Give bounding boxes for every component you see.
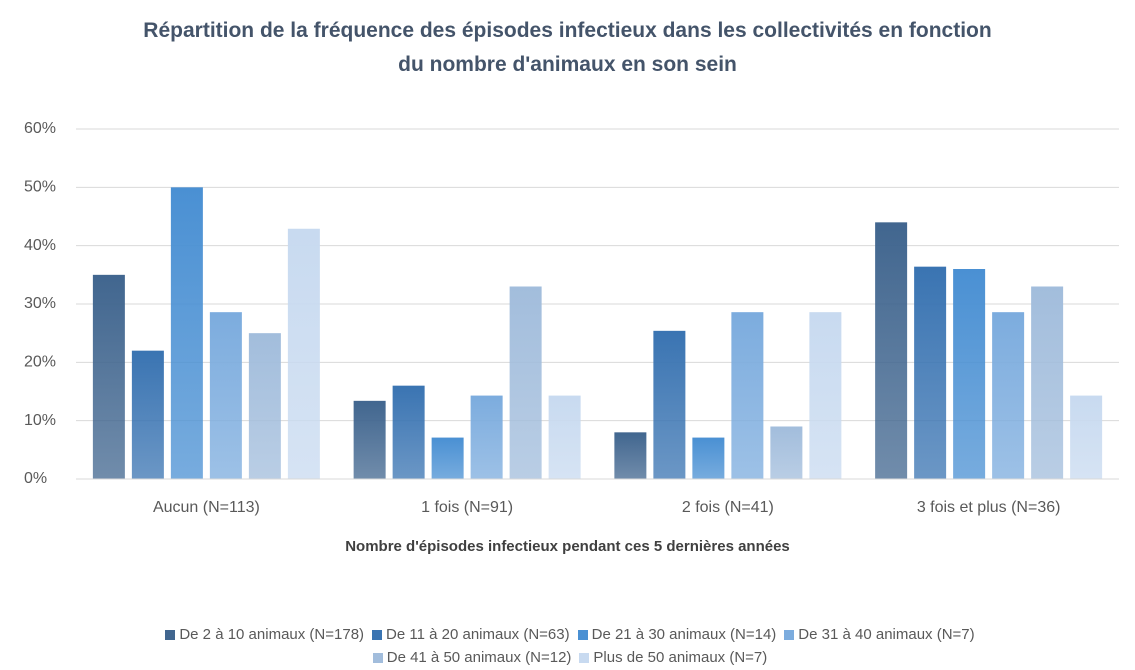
chart-title: Répartition de la fréquence des épisodes… [143,19,992,76]
y-tick-label: 60% [24,120,56,137]
bar [287,228,320,479]
x-tick-label: 3 fois et plus (N=36) [917,499,1061,516]
bar [1070,395,1103,479]
legend-item: De 21 à 30 animaux (N=14) [577,626,777,643]
y-tick-label: 0% [24,470,47,487]
bar [131,350,164,479]
legend: De 2 à 10 animaux (N=178) De 11 à 20 anim… [130,626,1010,666]
y-tick-label: 20% [24,354,56,371]
x-tick-label: 2 fois (N=41) [682,499,774,516]
x-tick-label: Aucun (N=113) [153,499,260,516]
bar [509,286,542,479]
bar [392,385,425,479]
bar [614,432,647,479]
bar [92,274,125,479]
bar [209,312,242,479]
legend-label: De 2 à 10 animaux (N=178) [179,626,365,643]
x-axis-title: Nombre d'épisodes infectieux pendant ces… [345,538,790,555]
legend-item: De 2 à 10 animaux (N=178) [165,626,364,643]
y-tick-label: 40% [24,237,56,254]
bar [731,312,764,479]
legend-label: De 21 à 30 animaux (N=14) [591,626,777,643]
bar [770,426,803,479]
y-tick-label: 30% [24,295,56,312]
legend-item: De 41 à 50 animaux (N=12) [372,649,572,666]
bar [692,437,725,479]
legend-item: De 11 à 20 animaux (N=63) [372,626,570,643]
legend-item: De 31 à 40 animaux (N=7) [784,626,975,643]
bar [548,395,581,479]
y-tick-label: 10% [24,412,56,429]
bar [353,400,386,479]
bar [992,312,1025,479]
legend-swatch [579,652,590,663]
legend-item: Plus de 50 animaux (N=7) [579,649,767,666]
bar [248,333,281,479]
legend-swatch [372,652,383,663]
bar [914,266,947,479]
legend-swatch [372,629,383,640]
y-tick-label: 50% [24,179,56,196]
legend-label: De 11 à 20 animaux (N=63) [386,626,570,643]
legend-label: Plus de 50 animaux (N=7) [593,649,768,666]
bar [431,437,464,479]
bar [809,312,842,479]
legend-swatch [784,629,795,640]
legend-label: De 31 à 40 animaux (N=7) [798,626,975,643]
bar [470,395,503,479]
bar [953,269,986,479]
legend-label: De 41 à 50 animaux (N=12) [386,649,572,666]
bar [875,222,908,480]
bar [170,187,203,480]
bar [653,330,686,479]
legend-swatch [577,629,588,640]
legend-swatch [165,629,176,640]
x-tick-label: 1 fois (N=91) [421,499,513,516]
bar [1031,286,1064,479]
